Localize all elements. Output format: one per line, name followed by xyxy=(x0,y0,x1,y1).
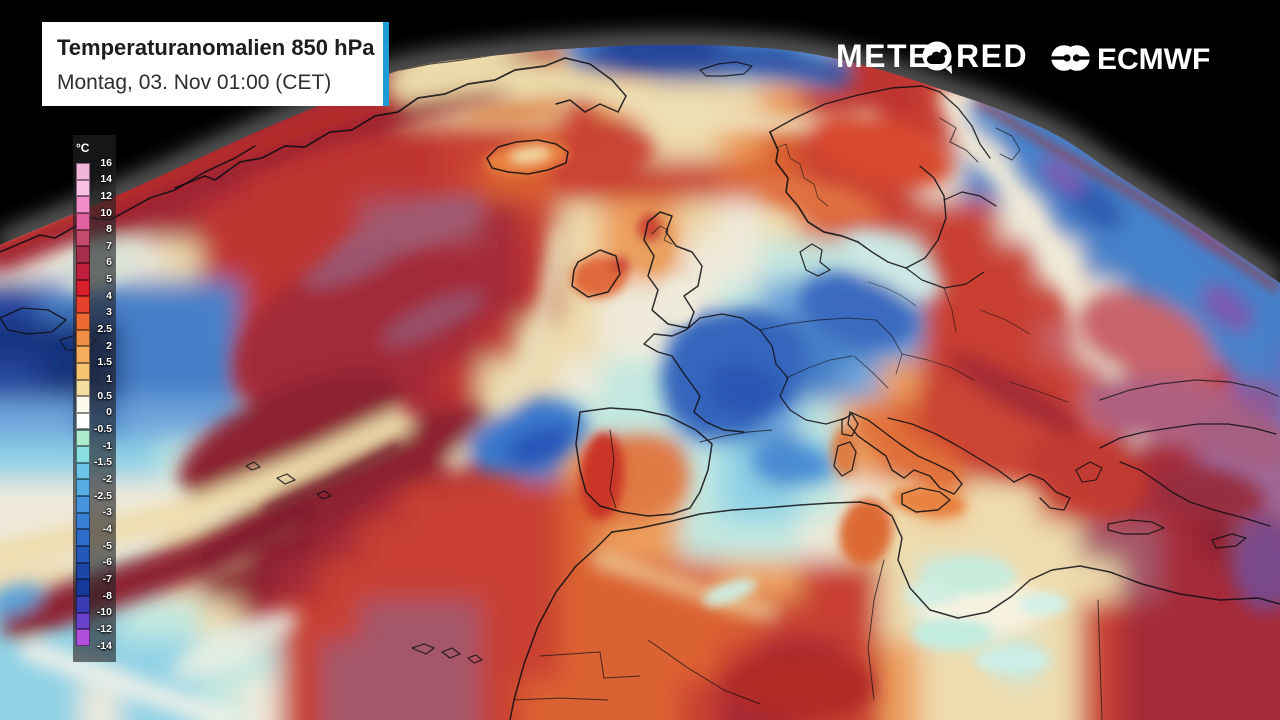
svg-text:METE: METE xyxy=(836,40,931,74)
svg-text:RED: RED xyxy=(956,40,1028,74)
svg-text:ECMWF: ECMWF xyxy=(1097,44,1210,74)
